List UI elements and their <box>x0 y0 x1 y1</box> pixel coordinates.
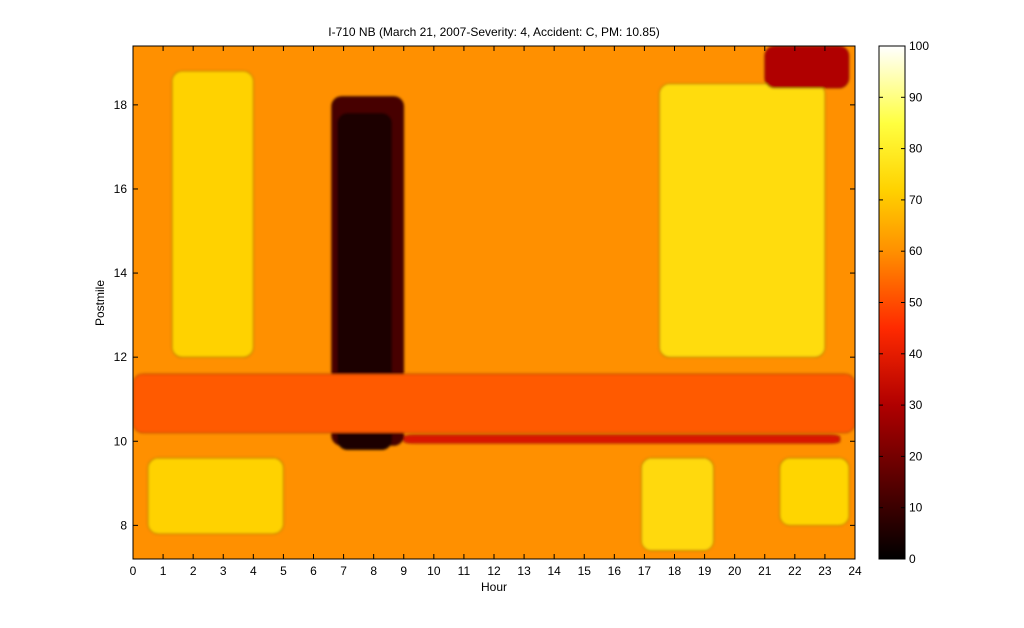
x-tick-label: 2 <box>190 564 197 578</box>
heatmap-surface <box>133 46 855 559</box>
heat-region-congestion-at-accident-postmile <box>403 434 841 444</box>
x-tick-label: 5 <box>280 564 287 578</box>
x-tick-label: 18 <box>668 564 682 578</box>
x-tick-label: 23 <box>818 564 832 578</box>
colorbar-tick-label: 80 <box>909 142 923 156</box>
colorbar-tick-label: 0 <box>909 552 916 566</box>
y-axis: 8 10 12 14 16 18 <box>114 98 855 532</box>
colorbar-tick-label: 50 <box>909 296 923 310</box>
x-tick-label: 6 <box>310 564 317 578</box>
y-tick-label: 12 <box>114 350 128 364</box>
x-tick-label: 1 <box>160 564 167 578</box>
colorbar-tick-label: 90 <box>909 90 923 104</box>
x-tick-label: 21 <box>758 564 772 578</box>
colorbar-tick-label: 20 <box>909 449 923 463</box>
x-tick-label: 3 <box>220 564 227 578</box>
x-tick-label: 15 <box>578 564 592 578</box>
x-tick-label: 14 <box>547 564 561 578</box>
heat-region-am-congestion-core <box>337 112 393 450</box>
x-tick-label: 11 <box>458 564 471 578</box>
heat-region-late-evening-slowdown <box>764 46 850 89</box>
y-tick-label: 8 <box>120 518 127 532</box>
y-tick-label: 18 <box>114 98 128 112</box>
x-tick-label: 20 <box>728 564 742 578</box>
chart-title: I-710 NB (March 21, 2007-Severity: 4, Ac… <box>328 25 659 39</box>
colorbar-axis: 0 10 20 30 40 50 60 70 80 90 100 <box>879 39 929 566</box>
x-tick-label: 22 <box>788 564 802 578</box>
x-tick-label: 17 <box>638 564 652 578</box>
colorbar-tick-label: 30 <box>909 398 923 412</box>
x-tick-label: 9 <box>400 564 407 578</box>
x-tick-label: 24 <box>848 564 862 578</box>
x-tick-label: 0 <box>130 564 137 578</box>
x-tick-label: 19 <box>698 564 712 578</box>
y-axis-label: Postmile <box>93 280 107 326</box>
x-tick-label: 7 <box>340 564 347 578</box>
colorbar-tick-label: 40 <box>909 347 923 361</box>
colorbar-tick-label: 10 <box>909 501 923 515</box>
colorbar-tick-label: 70 <box>909 193 923 207</box>
x-tick-label: 16 <box>608 564 622 578</box>
heat-region-slow-band <box>133 373 855 434</box>
heat-region-free-flow-north-evening <box>659 83 826 358</box>
colorbar-tick-label: 60 <box>909 244 923 258</box>
x-tick-label: 13 <box>517 564 531 578</box>
y-tick-label: 14 <box>114 266 128 280</box>
heat-region-free-flow-north-morning <box>171 70 254 358</box>
x-tick-label: 10 <box>427 564 441 578</box>
x-tick-label: 12 <box>487 564 501 578</box>
heat-region-free-flow-south-night <box>147 457 284 535</box>
heat-region-free-flow-south-evening <box>641 457 714 551</box>
x-tick-label: 4 <box>250 564 257 578</box>
x-axis-label: Hour <box>481 580 507 594</box>
colorbar-tick-label: 100 <box>909 39 929 53</box>
x-tick-label: 8 <box>370 564 377 578</box>
x-axis: 0 1 2 3 4 5 6 7 8 9 10 11 12 13 14 15 16 17 18 19 20 21 22 23 24 <box>130 46 862 578</box>
heat-region-free-flow-south-late <box>779 457 850 526</box>
y-tick-label: 16 <box>114 182 128 196</box>
y-tick-label: 10 <box>114 434 128 448</box>
